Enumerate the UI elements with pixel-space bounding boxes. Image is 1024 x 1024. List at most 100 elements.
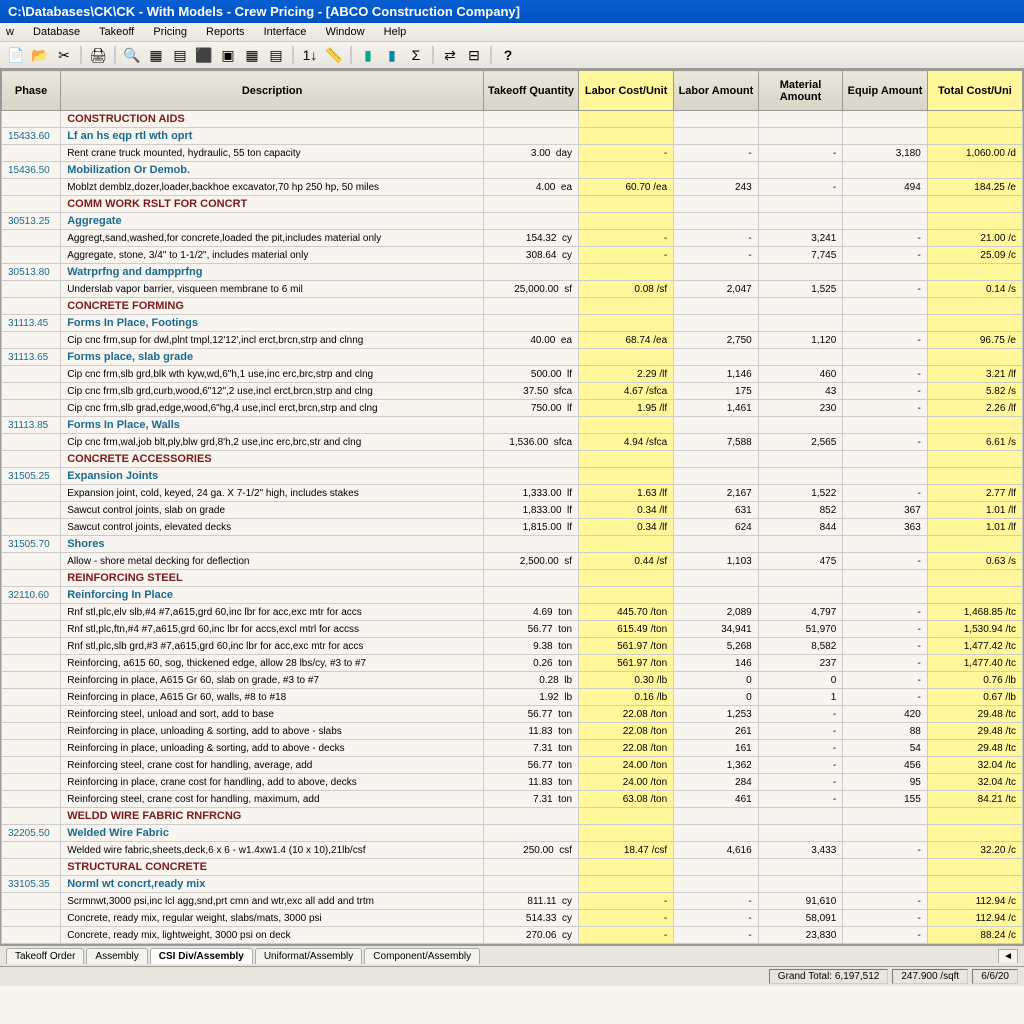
table-row[interactable]: COMM WORK RSLT FOR CONCRT <box>2 196 1023 213</box>
titlebar: C:\Databases\CK\CK - With Models - Crew … <box>0 0 1024 23</box>
status-grand: Grand Total: 6,197,512 <box>769 969 889 984</box>
menu-w[interactable]: w <box>6 26 14 38</box>
print-icon[interactable]: 🖨 <box>88 45 108 65</box>
menu-takeoff[interactable]: Takeoff <box>99 26 134 38</box>
tab-csi[interactable]: CSI Div/Assembly <box>150 948 253 964</box>
statusbar: Grand Total: 6,197,512 247.900 /sqft 6/6… <box>0 966 1024 986</box>
menu-reports[interactable]: Reports <box>206 26 245 38</box>
table-row[interactable]: 31113.85Forms In Place, Walls <box>2 417 1023 434</box>
tab-assembly[interactable]: Assembly <box>86 948 147 964</box>
num-icon[interactable]: 1↓ <box>300 45 320 65</box>
table-row[interactable]: Underslab vapor barrier, visqueen membra… <box>2 281 1023 298</box>
tab-takeoff[interactable]: Takeoff Order <box>6 948 84 964</box>
col-desc[interactable]: Description <box>61 71 484 111</box>
col-ea[interactable]: Equip Amount <box>843 71 928 111</box>
table-row[interactable]: Sawcut control joints, elevated decks1,8… <box>2 519 1023 536</box>
menu-pricing[interactable]: Pricing <box>153 26 187 38</box>
help-icon[interactable]: ? <box>498 45 518 65</box>
table-row[interactable]: Cip cnc frm,sup for dwl,plnt tmpl,12'12'… <box>2 332 1023 349</box>
grid: Phase Description Takeoff Quantity Labor… <box>0 69 1024 945</box>
table-row[interactable]: Rnf stl,plc,ftn,#4 #7,a615,grd 60,inc lb… <box>2 621 1023 638</box>
header-row: Phase Description Takeoff Quantity Labor… <box>2 71 1023 111</box>
table-row[interactable]: Scrmnwt,3000 psi,inc lcl agg,snd,prt cmn… <box>2 893 1023 910</box>
status-sqft: 247.900 /sqft <box>892 969 968 984</box>
table-row[interactable]: Expansion joint, cold, keyed, 24 ga. X 7… <box>2 485 1023 502</box>
chart2-icon[interactable]: ▮ <box>382 45 402 65</box>
table-row[interactable]: Concrete, ready mix, lightweight, 3000 p… <box>2 927 1023 944</box>
table-row[interactable]: STRUCTURAL CONCRETE <box>2 859 1023 876</box>
table-row[interactable]: Allow - shore metal decking for deflecti… <box>2 553 1023 570</box>
menu-help[interactable]: Help <box>384 26 407 38</box>
table-row[interactable]: 30513.25Aggregate <box>2 213 1023 230</box>
table-row[interactable]: Concrete, ready mix, regular weight, sla… <box>2 910 1023 927</box>
table-row[interactable]: Aggregate, stone, 3/4" to 1-1/2", includ… <box>2 247 1023 264</box>
table-row[interactable]: 30513.80Watrprfng and dampprfng <box>2 264 1023 281</box>
open-icon[interactable]: 📂 <box>30 45 50 65</box>
col-tcu[interactable]: Total Cost/Uni <box>927 71 1022 111</box>
tool2-icon[interactable]: ▤ <box>170 45 190 65</box>
table-row[interactable]: 31113.65Forms place, slab grade <box>2 349 1023 366</box>
table-row[interactable]: Reinforcing in place, unloading & sortin… <box>2 723 1023 740</box>
table-row[interactable]: Reinforcing in place, A615 Gr 60, slab o… <box>2 672 1023 689</box>
table-row[interactable]: 15433.60Lf an hs eqp rtl wth oprt <box>2 128 1023 145</box>
sort-icon[interactable]: ⇄ <box>440 45 460 65</box>
chart-icon[interactable]: ▮ <box>358 45 378 65</box>
menu-window[interactable]: Window <box>325 26 364 38</box>
tab-component[interactable]: Component/Assembly <box>364 948 480 964</box>
menu-database[interactable]: Database <box>33 26 80 38</box>
col-la[interactable]: Labor Amount <box>674 71 759 111</box>
table-row[interactable]: CONCRETE ACCESSORIES <box>2 451 1023 468</box>
zoom-icon[interactable]: 🔍 <box>122 45 142 65</box>
table-row[interactable]: Reinforcing steel, crane cost for handli… <box>2 791 1023 808</box>
table-row[interactable]: Cip cnc frm,slb grd,blk wth kyw,wd,6"h,1… <box>2 366 1023 383</box>
tool4-icon[interactable]: ▣ <box>218 45 238 65</box>
tool-icon[interactable]: ▦ <box>146 45 166 65</box>
sigma-icon[interactable]: Σ <box>406 45 426 65</box>
toolbar: 📄 📂 ✂ 🖨 🔍 ▦ ▤ ⬛ ▣ ▦ ▤ 1↓ 📏 ▮ ▮ Σ ⇄ ⊟ ? <box>0 42 1024 69</box>
table-row[interactable]: Cip cnc frm,slb grd,curb,wood,6"12",2 us… <box>2 383 1023 400</box>
filter-icon[interactable]: ⊟ <box>464 45 484 65</box>
scroll-left-icon[interactable]: ◄ <box>998 949 1018 963</box>
table-row[interactable]: Rnf stl,plc,slb grd,#3 #7,a615,grd 60,in… <box>2 638 1023 655</box>
table-row[interactable]: CONCRETE FORMING <box>2 298 1023 315</box>
table-row[interactable]: 32205.50Welded Wire Fabric <box>2 825 1023 842</box>
table-row[interactable]: Welded wire fabric,sheets,deck,6 x 6 - w… <box>2 842 1023 859</box>
table-row[interactable]: 32110.60Reinforcing In Place <box>2 587 1023 604</box>
table-row[interactable]: CONSTRUCTION AIDS <box>2 111 1023 128</box>
table-row[interactable]: Reinforcing, a615 60, sog, thickened edg… <box>2 655 1023 672</box>
table-row[interactable]: Reinforcing steel, unload and sort, add … <box>2 706 1023 723</box>
col-qty[interactable]: Takeoff Quantity <box>483 71 578 111</box>
table-row[interactable]: Rent crane truck mounted, hydraulic, 55 … <box>2 145 1023 162</box>
tool3-icon[interactable]: ⬛ <box>194 45 214 65</box>
new-icon[interactable]: 📄 <box>6 45 26 65</box>
table-row[interactable]: Rnf stl,plc,elv slb,#4 #7,a615,grd 60,in… <box>2 604 1023 621</box>
table-row[interactable]: Cip cnc frm,wal,job blt,ply,blw grd,8'h,… <box>2 434 1023 451</box>
table-row[interactable]: Reinforcing in place, crane cost for han… <box>2 774 1023 791</box>
menu-interface[interactable]: Interface <box>264 26 307 38</box>
tool5-icon[interactable]: ▦ <box>242 45 262 65</box>
tool6-icon[interactable]: ▤ <box>266 45 286 65</box>
table-row[interactable]: Reinforcing in place, A615 Gr 60, walls,… <box>2 689 1023 706</box>
table-row[interactable]: 31505.70Shores <box>2 536 1023 553</box>
table-row[interactable]: Cip cnc frm,slb grad,edge,wood,6"hg,4 us… <box>2 400 1023 417</box>
col-ma[interactable]: Material Amount <box>758 71 843 111</box>
col-lcu[interactable]: Labor Cost/Unit <box>579 71 674 111</box>
tab-uniformat[interactable]: Uniformat/Assembly <box>255 948 362 964</box>
sheet-tabs: Takeoff Order Assembly CSI Div/Assembly … <box>0 945 1024 966</box>
table-row[interactable]: 31113.45Forms In Place, Footings <box>2 315 1023 332</box>
table-row[interactable]: Sawcut control joints, slab on grade1,83… <box>2 502 1023 519</box>
table-row[interactable]: 15436.50Mobilization Or Demob. <box>2 162 1023 179</box>
cut-icon[interactable]: ✂ <box>54 45 74 65</box>
table-row[interactable]: Reinforcing steel, crane cost for handli… <box>2 757 1023 774</box>
menubar: w Database Takeoff Pricing Reports Inter… <box>0 23 1024 42</box>
table-row[interactable]: REINFORCING STEEL <box>2 570 1023 587</box>
table-row[interactable]: Reinforcing in place, unloading & sortin… <box>2 740 1023 757</box>
table-row[interactable]: WELDD WIRE FABRIC RNFRCNG <box>2 808 1023 825</box>
table-row[interactable]: Aggregt,sand,washed,for concrete,loaded … <box>2 230 1023 247</box>
table-row[interactable]: 31505.25Expansion Joints <box>2 468 1023 485</box>
ruler-icon[interactable]: 📏 <box>324 45 344 65</box>
col-phase[interactable]: Phase <box>2 71 61 111</box>
table-row[interactable]: Moblzt demblz,dozer,loader,backhoe excav… <box>2 179 1023 196</box>
table-row[interactable]: 33105.35Norml wt concrt,ready mix <box>2 876 1023 893</box>
status-date: 6/6/20 <box>972 969 1018 984</box>
